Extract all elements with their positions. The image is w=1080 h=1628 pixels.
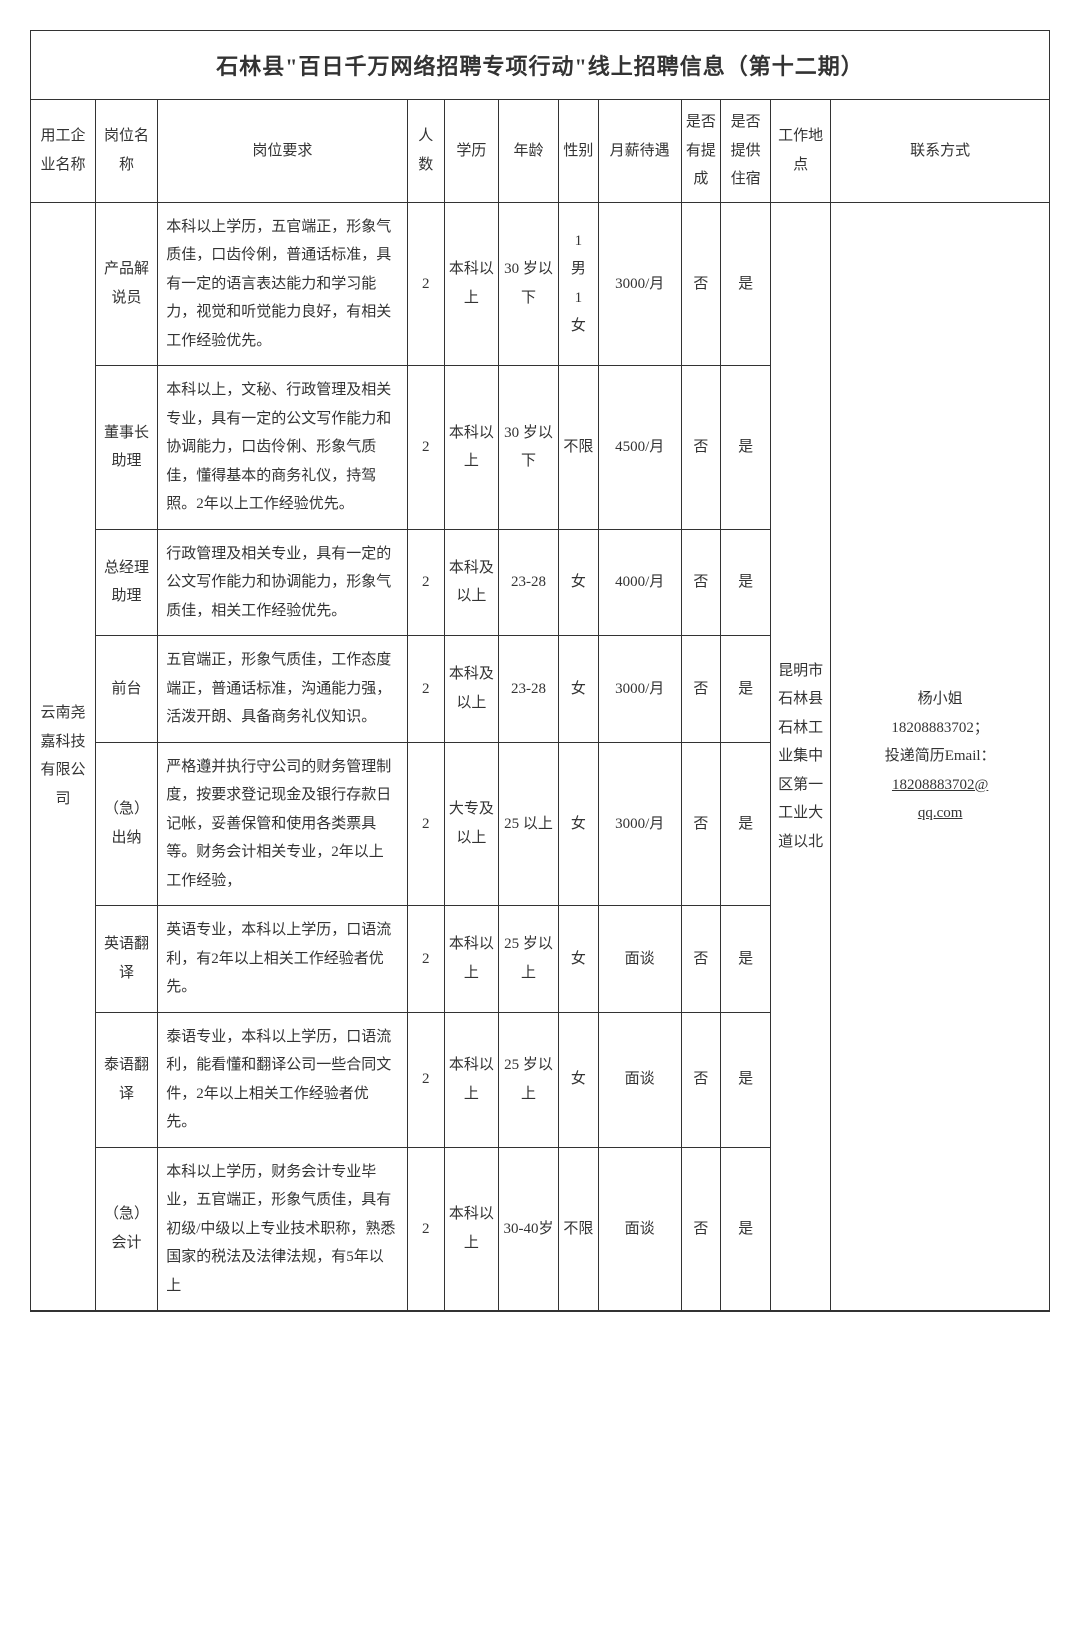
cell-age: 23-28 xyxy=(498,529,558,636)
col-header: 岗位名称 xyxy=(95,100,157,202)
col-header: 学历 xyxy=(444,100,498,202)
col-header: 人数 xyxy=(407,100,444,202)
document-container: 石林县"百日千万网络招聘专项行动"线上招聘信息（第十二期） 用工企业名称岗位名称… xyxy=(30,30,1050,1312)
cell-requirement: 泰语专业，本科以上学历，口语流利，能看懂和翻译公司一些合同文件，2年以上相关工作… xyxy=(158,1012,407,1147)
cell-position: 泰语翻译 xyxy=(95,1012,157,1147)
cell-count: 2 xyxy=(407,636,444,743)
cell-housing: 是 xyxy=(721,366,771,530)
cell-commission: 否 xyxy=(681,742,720,906)
cell-count: 2 xyxy=(407,366,444,530)
cell-requirement: 本科以上，文秘、行政管理及相关专业，具有一定的公文写作能力和协调能力，口齿伶俐、… xyxy=(158,366,407,530)
cell-count: 2 xyxy=(407,906,444,1013)
cell-gender: 女 xyxy=(559,529,598,636)
col-header: 用工企业名称 xyxy=(31,100,95,202)
cell-housing: 是 xyxy=(721,1147,771,1311)
cell-salary: 面谈 xyxy=(598,906,681,1013)
cell-age: 25 岁以上 xyxy=(498,1012,558,1147)
cell-housing: 是 xyxy=(721,636,771,743)
recruitment-table: 用工企业名称岗位名称岗位要求人数学历年龄性别月薪待遇是否有提成是否提供住宿工作地… xyxy=(31,100,1049,1311)
cell-commission: 否 xyxy=(681,202,720,366)
cell-count: 2 xyxy=(407,742,444,906)
col-header: 性别 xyxy=(559,100,598,202)
cell-position: 产品解说员 xyxy=(95,202,157,366)
cell-position: （急）会计 xyxy=(95,1147,157,1311)
col-header: 联系方式 xyxy=(831,100,1049,202)
cell-requirement: 五官端正，形象气质佳，工作态度端正，普通话标准，沟通能力强，活泼开朗、具备商务礼… xyxy=(158,636,407,743)
cell-commission: 否 xyxy=(681,906,720,1013)
cell-gender: 不限 xyxy=(559,366,598,530)
cell-age: 30 岁以下 xyxy=(498,366,558,530)
cell-salary: 4500/月 xyxy=(598,366,681,530)
cell-housing: 是 xyxy=(721,742,771,906)
col-header: 岗位要求 xyxy=(158,100,407,202)
cell-commission: 否 xyxy=(681,636,720,743)
cell-position: 董事长助理 xyxy=(95,366,157,530)
cell-edu: 本科以上 xyxy=(444,906,498,1013)
cell-gender: 不限 xyxy=(559,1147,598,1311)
cell-company: 云南尧嘉科技有限公司 xyxy=(31,202,95,1311)
cell-gender: 女 xyxy=(559,1012,598,1147)
cell-commission: 否 xyxy=(681,529,720,636)
cell-housing: 是 xyxy=(721,1012,771,1147)
table-row: 云南尧嘉科技有限公司产品解说员本科以上学历，五官端正，形象气质佳，口齿伶俐，普通… xyxy=(31,202,1049,366)
cell-salary: 3000/月 xyxy=(598,742,681,906)
cell-commission: 否 xyxy=(681,1147,720,1311)
cell-position: 总经理助理 xyxy=(95,529,157,636)
cell-gender: 女 xyxy=(559,906,598,1013)
cell-edu: 本科以上 xyxy=(444,202,498,366)
cell-age: 25 以上 xyxy=(498,742,558,906)
cell-count: 2 xyxy=(407,202,444,366)
cell-commission: 否 xyxy=(681,1012,720,1147)
cell-age: 25 岁以上 xyxy=(498,906,558,1013)
cell-gender: 1 男 1 女 xyxy=(559,202,598,366)
cell-age: 30-40岁 xyxy=(498,1147,558,1311)
cell-gender: 女 xyxy=(559,636,598,743)
cell-position: （急）出纳 xyxy=(95,742,157,906)
cell-salary: 4000/月 xyxy=(598,529,681,636)
cell-edu: 本科以上 xyxy=(444,1147,498,1311)
cell-position: 英语翻译 xyxy=(95,906,157,1013)
page-title: 石林县"百日千万网络招聘专项行动"线上招聘信息（第十二期） xyxy=(31,31,1049,100)
cell-location: 昆明市石林县石林工业集中区第一工业大道以北 xyxy=(771,202,831,1311)
cell-count: 2 xyxy=(407,1012,444,1147)
cell-housing: 是 xyxy=(721,906,771,1013)
cell-count: 2 xyxy=(407,529,444,636)
contact-email-label: 投递简历Email： xyxy=(885,748,996,764)
cell-requirement: 本科以上学历，五官端正，形象气质佳，口齿伶俐，普通话标准，具有一定的语言表达能力… xyxy=(158,202,407,366)
col-header: 年龄 xyxy=(498,100,558,202)
cell-requirement: 严格遵并执行守公司的财务管理制度，按要求登记现金及银行存款日记帐，妥善保管和使用… xyxy=(158,742,407,906)
cell-edu: 本科以上 xyxy=(444,366,498,530)
cell-housing: 是 xyxy=(721,202,771,366)
contact-name: 杨小姐 xyxy=(918,691,963,707)
cell-position: 前台 xyxy=(95,636,157,743)
contact-phone: 18208883702； xyxy=(891,720,989,736)
cell-age: 23-28 xyxy=(498,636,558,743)
cell-age: 30 岁以下 xyxy=(498,202,558,366)
cell-salary: 3000/月 xyxy=(598,202,681,366)
col-header: 是否有提成 xyxy=(681,100,720,202)
table-header-row: 用工企业名称岗位名称岗位要求人数学历年龄性别月薪待遇是否有提成是否提供住宿工作地… xyxy=(31,100,1049,202)
cell-requirement: 本科以上学历，财务会计专业毕业，五官端正，形象气质佳，具有初级/中级以上专业技术… xyxy=(158,1147,407,1311)
cell-count: 2 xyxy=(407,1147,444,1311)
col-header: 是否提供住宿 xyxy=(721,100,771,202)
cell-edu: 大专及以上 xyxy=(444,742,498,906)
cell-salary: 面谈 xyxy=(598,1147,681,1311)
cell-requirement: 英语专业，本科以上学历，口语流利，有2年以上相关工作经验者优先。 xyxy=(158,906,407,1013)
cell-edu: 本科及以上 xyxy=(444,636,498,743)
col-header: 工作地点 xyxy=(771,100,831,202)
cell-housing: 是 xyxy=(721,529,771,636)
cell-salary: 3000/月 xyxy=(598,636,681,743)
cell-salary: 面谈 xyxy=(598,1012,681,1147)
cell-requirement: 行政管理及相关专业，具有一定的公文写作能力和协调能力，形象气质佳，相关工作经验优… xyxy=(158,529,407,636)
cell-gender: 女 xyxy=(559,742,598,906)
cell-commission: 否 xyxy=(681,366,720,530)
cell-edu: 本科及以上 xyxy=(444,529,498,636)
col-header: 月薪待遇 xyxy=(598,100,681,202)
cell-edu: 本科以上 xyxy=(444,1012,498,1147)
contact-email-link[interactable]: 18208883702@qq.com xyxy=(892,777,988,822)
cell-contact: 杨小姐 18208883702； 投递简历Email： 18208883702@qq.… xyxy=(831,202,1049,1311)
